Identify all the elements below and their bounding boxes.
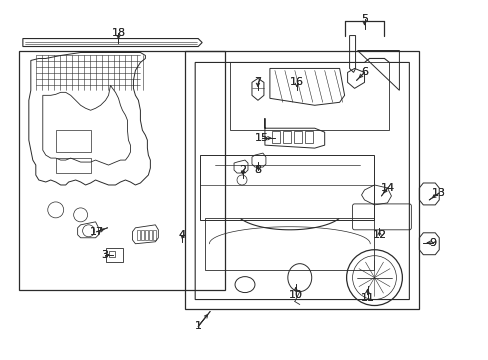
Bar [282, 131, 290, 143]
Bar [149, 230, 152, 240]
Text: 4: 4 [178, 230, 185, 240]
Text: 17: 17 [89, 227, 103, 237]
Text: 4: 4 [178, 230, 185, 240]
Bar [19, 50, 224, 289]
Text: 11: 11 [360, 293, 374, 302]
Bar [141, 230, 144, 240]
Text: 16: 16 [289, 77, 303, 87]
Text: 8: 8 [254, 165, 261, 175]
Text: 2: 2 [239, 165, 246, 175]
Text: 9: 9 [429, 238, 436, 248]
Text: 10: 10 [288, 289, 302, 300]
Bar [145, 230, 148, 240]
Text: 2: 2 [239, 165, 246, 175]
Text: 5: 5 [360, 14, 367, 24]
Text: 18: 18 [111, 28, 125, 37]
Text: 10: 10 [288, 289, 302, 300]
Bar [293, 131, 301, 143]
Bar [108, 251, 114, 257]
Text: 7: 7 [254, 77, 261, 87]
Bar [200, 155, 374, 220]
Text: 7: 7 [254, 77, 261, 87]
Bar [56, 130, 90, 152]
Text: 8: 8 [254, 165, 261, 175]
Text: 15: 15 [254, 133, 268, 143]
Text: 3: 3 [101, 250, 108, 260]
Text: 12: 12 [372, 230, 386, 240]
Text: 18: 18 [111, 28, 125, 37]
Text: 13: 13 [431, 188, 446, 198]
Text: 9: 9 [429, 238, 436, 248]
Text: 11: 11 [360, 293, 374, 302]
Text: 13: 13 [431, 188, 446, 198]
Text: 17: 17 [89, 227, 103, 237]
Bar [153, 230, 156, 240]
Text: 3: 3 [101, 250, 108, 260]
Text: 12: 12 [372, 230, 386, 240]
Bar [271, 131, 279, 143]
Text: 5: 5 [360, 14, 367, 24]
Bar [105, 248, 123, 262]
Text: 14: 14 [380, 183, 394, 193]
Text: 15: 15 [254, 133, 268, 143]
Bar [137, 230, 140, 240]
Bar [56, 158, 90, 173]
Text: 14: 14 [380, 183, 394, 193]
Text: 6: 6 [360, 67, 367, 77]
Text: 6: 6 [360, 67, 367, 77]
Bar [304, 131, 312, 143]
Text: 1: 1 [194, 321, 201, 332]
Text: 1: 1 [194, 321, 201, 332]
Text: 16: 16 [289, 77, 303, 87]
